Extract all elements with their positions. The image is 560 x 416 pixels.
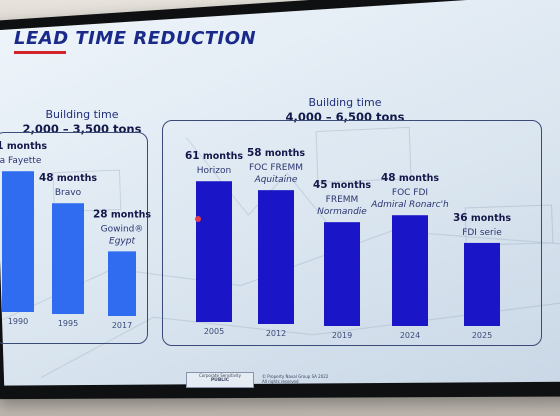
slide-title: LEAD TIME REDUCTION <box>14 28 257 49</box>
bar-ship-name: Bravo <box>55 188 82 198</box>
bar-year-label: 1990 <box>8 317 28 326</box>
bar-ship-name: La Fayette <box>0 156 42 166</box>
bar-year-label: 2005 <box>204 327 224 336</box>
bar-year-label: 2017 <box>112 321 132 330</box>
bar-2012 <box>258 190 294 324</box>
copyright-line-1: © Property Naval Group SA 2022 <box>262 374 329 379</box>
bar-year-label: 2019 <box>332 331 352 340</box>
bar-2024 <box>392 215 428 326</box>
bar-ship-name-2: Egypt <box>109 236 135 246</box>
group-frame-large <box>162 120 542 346</box>
bar-2025 <box>464 242 500 326</box>
bar-ship-name-2: Normandie <box>317 207 367 217</box>
bar-value-label: 28 months <box>93 208 151 220</box>
bar-value-label: 61 months <box>0 140 47 152</box>
bar-2017 <box>108 251 136 316</box>
bar-value-label: 48 months <box>39 172 97 184</box>
classification-label: Corporate Sensitivity <box>198 373 242 378</box>
classification-value: PUBLIC <box>210 378 230 383</box>
classification-box: Corporate Sensitivity PUBLIC <box>186 372 254 388</box>
bar-ship-name: FDI serie <box>462 228 502 238</box>
bar-ship-name-2: Admiral Ronarc'h <box>370 200 449 210</box>
bar-2019 <box>324 222 360 326</box>
bar-year-label: 1995 <box>58 319 78 328</box>
bar-value-label: 45 months <box>313 179 371 191</box>
laser-pointer-dot <box>195 216 201 222</box>
title-underline <box>14 51 66 54</box>
copyright-line-2: All rights reserved <box>262 379 299 384</box>
bar-value-label: 61 months <box>185 150 243 162</box>
group-caption-label: Building time <box>308 96 382 109</box>
bar-value-label: 36 months <box>453 212 511 224</box>
bar-ship-name: FREMM <box>326 195 359 205</box>
group-caption-label: Building time <box>45 108 119 121</box>
bar-1995 <box>52 203 84 314</box>
copyright-notice: © Property Naval Group SA 2022 All right… <box>262 374 328 384</box>
bar-ship-name: Horizon <box>197 166 231 176</box>
bar-year-label: 2025 <box>472 331 492 340</box>
bar-ship-name: Gowind® <box>101 224 144 234</box>
bar-year-label: 2024 <box>400 331 420 340</box>
bar-ship-name: FOC FREMM <box>249 163 303 173</box>
bar-value-label: 58 months <box>247 147 305 159</box>
bar-ship-name: FOC FDI <box>392 188 428 198</box>
bar-value-label: 48 months <box>381 172 439 184</box>
bar-ship-name-2: Aquitaine <box>254 175 298 185</box>
bar-2005 <box>196 181 232 322</box>
group-frame-small <box>0 132 148 344</box>
bar-year-label: 2012 <box>266 329 286 338</box>
bar-1990 <box>2 171 34 312</box>
